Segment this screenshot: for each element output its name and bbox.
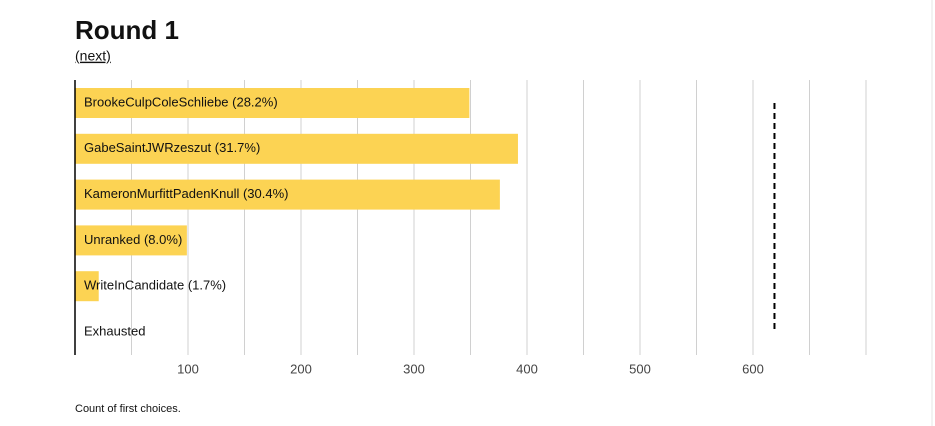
x-tick-label: 300 [403, 361, 425, 376]
bar [75, 88, 470, 118]
bar-label: Unranked (8.0%) [84, 232, 182, 247]
bar-label: Exhausted [84, 323, 145, 338]
x-tick-label: 100 [177, 361, 199, 376]
x-tick-label: 400 [516, 361, 538, 376]
bar-label: BrookeCulpColeSchliebe (28.2%) [84, 94, 278, 109]
bar [75, 225, 187, 256]
x-tick-label: 600 [742, 361, 764, 376]
bar [75, 179, 500, 210]
bar-label: GabeSaintJWRzeszut (31.7%) [84, 140, 260, 155]
bar [75, 133, 518, 164]
next-link[interactable]: (next) [75, 48, 111, 64]
bar-label: KameronMurfittPadenKnull (30.4%) [84, 186, 289, 201]
chart-title: Round 1 [75, 15, 179, 45]
bar [75, 271, 99, 302]
x-tick-label: 500 [629, 361, 651, 376]
x-tick-label: 200 [290, 361, 312, 376]
bar-label: WriteInCandidate (1.7%) [84, 278, 226, 293]
caption: Count of first choices. [75, 403, 181, 415]
